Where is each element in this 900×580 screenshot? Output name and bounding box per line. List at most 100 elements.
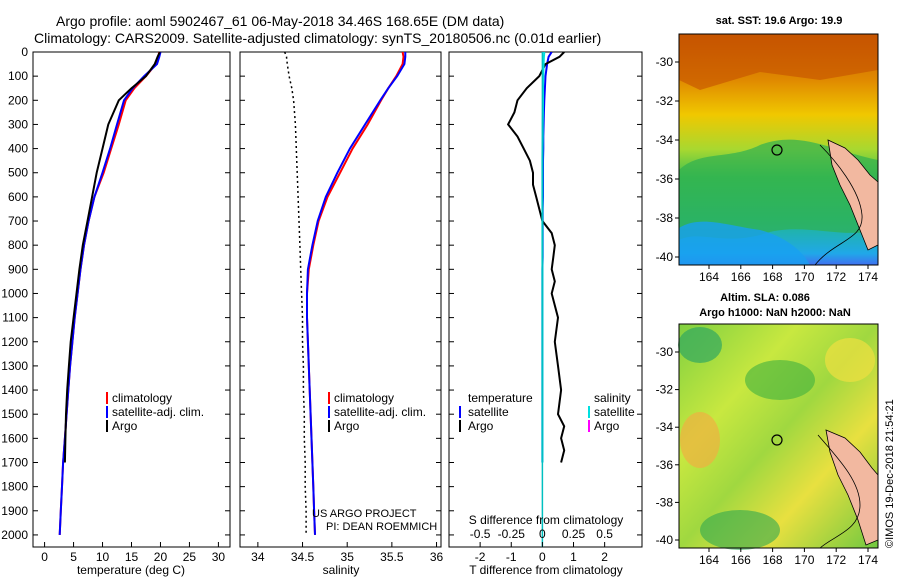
salinity-panel bbox=[283, 52, 407, 535]
copyright-stamp: ©IMOS 19-Dec-2018 21:54:21 bbox=[884, 399, 896, 548]
depth-tick-label: 100 bbox=[8, 69, 28, 83]
lon-tick-label: 166 bbox=[731, 270, 751, 284]
temperature-xlabel: temperature (deg C) bbox=[77, 563, 185, 577]
sla-low-blob bbox=[745, 360, 815, 400]
sst-map-axes: -30 -32 -34 -36 -38 -40 164 166 168 170 172 174 bbox=[656, 55, 879, 284]
figure-title-line2: Climatology: CARS2009. Satellite-adjuste… bbox=[34, 30, 601, 46]
legend-sal-satellite-label: satellite bbox=[594, 405, 635, 419]
depth-tick-label: 1500 bbox=[1, 407, 28, 421]
difference-legend: temperature satellite Argo salinity sate… bbox=[459, 391, 635, 433]
x-tick-label: 0 bbox=[41, 550, 48, 564]
depth-tick-label: 1400 bbox=[1, 383, 28, 397]
lon-tick-label: 172 bbox=[826, 553, 846, 567]
x-tick-label: 35 bbox=[341, 550, 355, 564]
legend-salinity-heading: salinity bbox=[594, 391, 631, 405]
sst-warm-blob bbox=[679, 34, 878, 90]
difference-axis: -2 -1 0 1 2 -0.5 -0.25 0 0.25 0.5 bbox=[470, 527, 614, 564]
x-tick-label: 10 bbox=[96, 550, 110, 564]
lon-tick-label: 170 bbox=[794, 270, 814, 284]
lon-tick-label: 174 bbox=[858, 270, 878, 284]
sla-map-axes: -30 -32 -34 -36 -38 -40 164 166 168 170 172 174 bbox=[656, 345, 879, 567]
lat-tick-label: -30 bbox=[656, 345, 674, 359]
temperature-axis: 0 5 10 15 20 25 30 bbox=[41, 542, 225, 564]
difference-xlabel: T difference from climatology bbox=[469, 563, 623, 577]
depth-tick-label: 900 bbox=[8, 262, 28, 276]
sst-map-frame bbox=[678, 33, 879, 266]
difference-x2label: S difference from climatology bbox=[469, 513, 624, 527]
sla-map-title-line1: Altim. SLA: 0.086 bbox=[720, 292, 810, 304]
legend-temp-argo-label: Argo bbox=[468, 419, 494, 433]
series-line-climatology bbox=[306, 52, 405, 535]
lon-tick-label: 164 bbox=[699, 553, 719, 567]
salinity-xlabel: salinity bbox=[323, 563, 360, 577]
depth-tick-label: 500 bbox=[8, 166, 28, 180]
depth-tick-label: 0 bbox=[21, 45, 28, 59]
x2-tick-label: 0.5 bbox=[596, 527, 613, 541]
x-tick-label: 34.5 bbox=[291, 550, 315, 564]
salinity-legend: climatology satellite-adj. clim. Argo US… bbox=[312, 391, 437, 533]
legend-climatology-label: climatology bbox=[112, 391, 172, 405]
x-tick-label: 2 bbox=[601, 550, 608, 564]
temperature-legend: climatology satellite-adj. clim. Argo bbox=[106, 391, 204, 433]
lat-tick-label: -38 bbox=[656, 211, 674, 225]
salinity-axis: 34 34.5 35 35.5 36 bbox=[251, 542, 444, 564]
sla-low-blob bbox=[678, 327, 722, 363]
sla-high-blob bbox=[825, 338, 875, 382]
lat-tick-label: -36 bbox=[656, 458, 674, 472]
difference-panel-frame bbox=[448, 51, 643, 548]
x-tick-label: 35.5 bbox=[380, 550, 404, 564]
legend-temp-satellite-label: satellite bbox=[468, 405, 509, 419]
lat-tick-label: -34 bbox=[656, 133, 674, 147]
legend-climatology-label: climatology bbox=[334, 391, 394, 405]
legend-temperature-heading: temperature bbox=[468, 391, 533, 405]
bathymetry-contour bbox=[817, 434, 861, 549]
legend-satellite-label: satellite-adj. clim. bbox=[112, 405, 204, 419]
legend-argo-label: Argo bbox=[334, 419, 360, 433]
lon-tick-label: 164 bbox=[699, 270, 719, 284]
sst-cold-patch bbox=[679, 221, 810, 265]
depth-tick-label: 300 bbox=[8, 117, 28, 131]
new-zealand-land bbox=[827, 139, 879, 251]
x2-tick-label: 0 bbox=[539, 527, 546, 541]
depth-tick-label: 700 bbox=[8, 214, 28, 228]
lat-tick-label: -38 bbox=[656, 495, 674, 509]
lat-tick-label: -36 bbox=[656, 172, 674, 186]
sla-map: Altim. SLA: 0.086 Argo h1000: NaN h2000:… bbox=[678, 292, 879, 550]
depth-tick-label: 1000 bbox=[1, 286, 28, 300]
depth-tick-label: 200 bbox=[8, 93, 28, 107]
depth-tick-label: 1800 bbox=[1, 480, 28, 494]
sla-map-frame bbox=[678, 323, 879, 549]
lat-tick-label: -34 bbox=[656, 420, 674, 434]
x-tick-label: 15 bbox=[125, 550, 139, 564]
bathymetry-contour bbox=[814, 144, 863, 266]
depth-tick-label: 1600 bbox=[1, 431, 28, 445]
series-line-climatology bbox=[58, 52, 161, 535]
difference-panel bbox=[506, 52, 566, 547]
salinity-panel-frame bbox=[239, 51, 442, 548]
lon-tick-label: 170 bbox=[794, 553, 814, 567]
series-line-satellite-adj-clim- bbox=[306, 52, 407, 535]
depth-tick-label: 1700 bbox=[1, 455, 28, 469]
sst-green-tongue bbox=[679, 139, 878, 240]
x-tick-label: -1 bbox=[506, 550, 517, 564]
depth-tick-label: 1900 bbox=[1, 504, 28, 518]
series-line-satellite-adj-clim- bbox=[58, 52, 162, 535]
x-tick-label: 0 bbox=[539, 550, 546, 564]
series-line-argo bbox=[63, 52, 161, 463]
x-tick-label: 5 bbox=[70, 550, 77, 564]
temperature-panel bbox=[58, 52, 162, 535]
lat-tick-label: -40 bbox=[656, 250, 674, 264]
x-tick-label: 20 bbox=[154, 550, 168, 564]
x-tick-label: -2 bbox=[475, 550, 486, 564]
depth-tick-label: 600 bbox=[8, 190, 28, 204]
x-tick-label: 34 bbox=[251, 550, 265, 564]
new-zealand-land bbox=[825, 429, 879, 546]
sla-argo-location-marker bbox=[771, 434, 783, 446]
sst-argo-location-marker bbox=[771, 144, 783, 156]
lon-tick-label: 166 bbox=[731, 553, 751, 567]
x2-tick-label: -0.25 bbox=[498, 527, 526, 541]
x-tick-label: 1 bbox=[570, 550, 577, 564]
lat-tick-label: -32 bbox=[656, 94, 674, 108]
sst-map: sat. SST: 19.6 Argo: 19.9 bbox=[678, 15, 879, 266]
